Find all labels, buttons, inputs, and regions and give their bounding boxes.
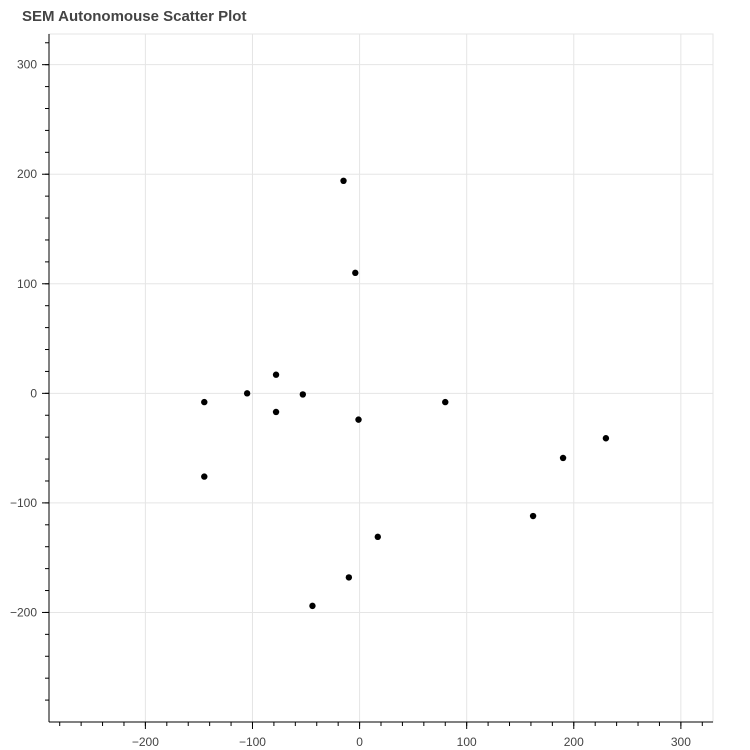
x-tick-label: 0 (356, 735, 363, 749)
y-tick-label: −200 (10, 605, 37, 619)
y-tick-label: 100 (17, 277, 37, 291)
data-point[interactable] (243, 390, 251, 397)
x-tick-label: 300 (671, 735, 691, 749)
x-tick-label: −100 (239, 735, 266, 749)
data-point[interactable] (602, 435, 610, 442)
x-tick-label: 200 (564, 735, 584, 749)
y-tick-label: 0 (30, 386, 37, 400)
y-tick-label: −100 (10, 496, 37, 510)
plot-frame (48, 33, 714, 723)
data-point[interactable] (201, 398, 208, 406)
data-point[interactable] (272, 371, 280, 378)
tick-labels: −200 −100 0 100 200 300 −200 −100 0 100 200 300 (10, 58, 691, 749)
data-point[interactable] (299, 391, 307, 398)
data-point[interactable] (272, 408, 280, 416)
data-points (201, 177, 610, 610)
x-tick-label: −200 (132, 735, 159, 749)
data-point[interactable] (374, 533, 381, 541)
grid (49, 34, 713, 722)
data-point[interactable] (309, 602, 316, 610)
data-point[interactable] (559, 454, 567, 462)
data-point[interactable] (529, 512, 537, 520)
data-point[interactable] (201, 473, 208, 480)
data-point[interactable] (442, 398, 449, 406)
y-tick-label: 200 (17, 167, 37, 181)
data-point[interactable] (355, 416, 362, 423)
axes (42, 34, 713, 729)
data-point[interactable] (345, 574, 353, 581)
chart-title: SEM Autonomouse Scatter Plot (22, 8, 247, 25)
x-tick-label: 100 (457, 735, 477, 749)
y-tick-label: 300 (17, 58, 37, 72)
data-point[interactable] (340, 177, 347, 185)
data-point[interactable] (352, 269, 359, 277)
